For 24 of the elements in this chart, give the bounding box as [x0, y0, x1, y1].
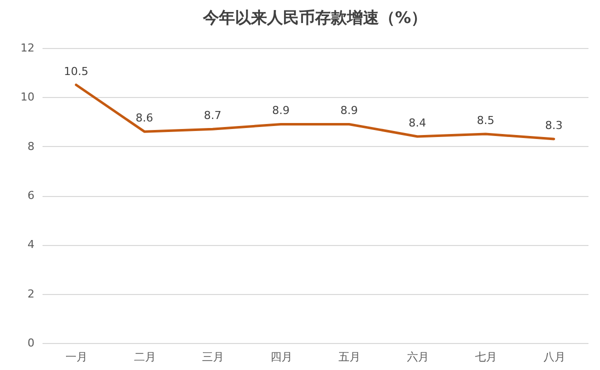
x-tick-label: 二月	[134, 350, 156, 364]
x-tick-label: 一月	[66, 350, 88, 364]
data-label: 8.5	[476, 114, 494, 128]
x-tick-label: 三月	[202, 350, 224, 364]
data-label: 8.9	[340, 104, 358, 118]
data-label: 8.7	[204, 109, 222, 122]
y-tick-label: 10	[20, 90, 34, 104]
data-label: 10.5	[64, 64, 88, 78]
y-tick-label: 2	[28, 287, 34, 300]
x-tick-label: 六月	[406, 350, 429, 364]
x-tick-label: 七月	[475, 350, 498, 364]
data-label: 8.6	[136, 112, 154, 125]
data-label: 8.4	[408, 116, 426, 130]
y-tick-label: 12	[20, 42, 34, 54]
y-tick-label: 6	[28, 189, 34, 202]
x-tick-label: 五月	[338, 350, 361, 364]
x-tick-label: 四月	[270, 350, 292, 364]
data-label: 8.3	[545, 118, 563, 132]
x-tick-label: 八月	[543, 350, 566, 364]
data-label: 8.9	[272, 104, 290, 118]
y-tick-label: 4	[28, 238, 34, 252]
chart-title: 今年以来人民币存款增速（%）	[202, 8, 428, 27]
y-tick-label: 0	[28, 336, 34, 350]
y-tick-label: 8	[28, 140, 34, 153]
